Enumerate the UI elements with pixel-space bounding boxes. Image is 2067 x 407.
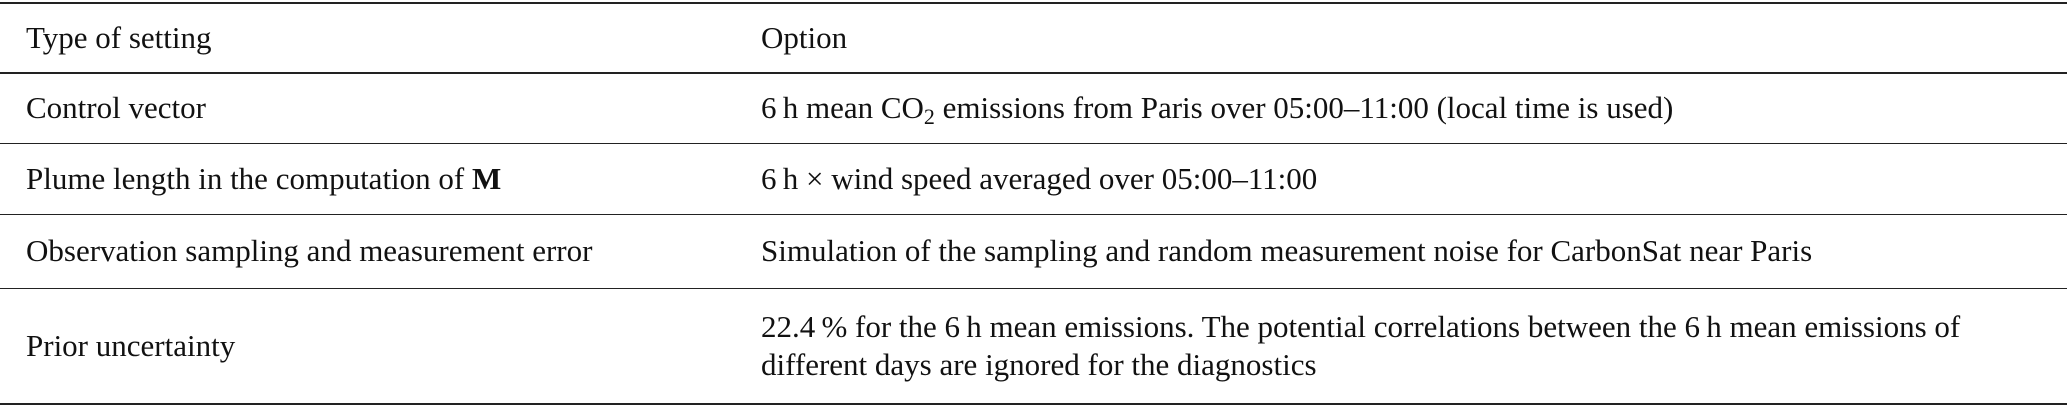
text: 22.4 % for the 6 h mean emissions. The p…	[761, 308, 1961, 382]
header-cell: Option	[761, 2, 2067, 74]
row: Prior uncertainty 22.4 % for the 6 h mea…	[0, 288, 2067, 405]
cell: 6 h × wind speed averaged over 05:00–11:…	[761, 143, 2067, 215]
cell: 22.4 % for the 6 h mean emissions. The p…	[761, 288, 2067, 405]
text: Plume length in the computation of	[26, 160, 472, 196]
cell: Observation sampling and measurement err…	[0, 214, 761, 289]
row: Plume length in the computation of M 6 h…	[0, 143, 2067, 215]
row: Observation sampling and measurement err…	[0, 214, 2067, 289]
cell: 6 h mean CO2 emissions from Paris over 0…	[761, 73, 2067, 144]
cell: Plume length in the computation of M	[0, 143, 761, 215]
text: 6 h mean CO	[761, 90, 924, 126]
header-cell: Type of setting	[0, 2, 761, 74]
cell: Simulation of the sampling and random me…	[761, 214, 2067, 289]
cell: Control vector	[0, 73, 761, 144]
text: 6 h × wind speed averaged over 05:00–11:…	[761, 160, 1318, 196]
subscript: 2	[923, 104, 935, 130]
text: Control vector	[26, 90, 206, 126]
text: emissions from Paris over 05:00–11:00 (l…	[934, 90, 1674, 126]
header-row: Type of setting Option	[0, 2, 2067, 74]
row: Control vector 6 h mean CO2 emissions fr…	[0, 73, 2067, 144]
text: Prior uncertainty	[26, 327, 236, 363]
cell: Prior uncertainty	[0, 288, 761, 405]
bold-symbol: M	[472, 160, 502, 196]
text: Simulation of the sampling and random me…	[761, 233, 1813, 268]
text: Observation sampling and measurement err…	[26, 233, 593, 268]
